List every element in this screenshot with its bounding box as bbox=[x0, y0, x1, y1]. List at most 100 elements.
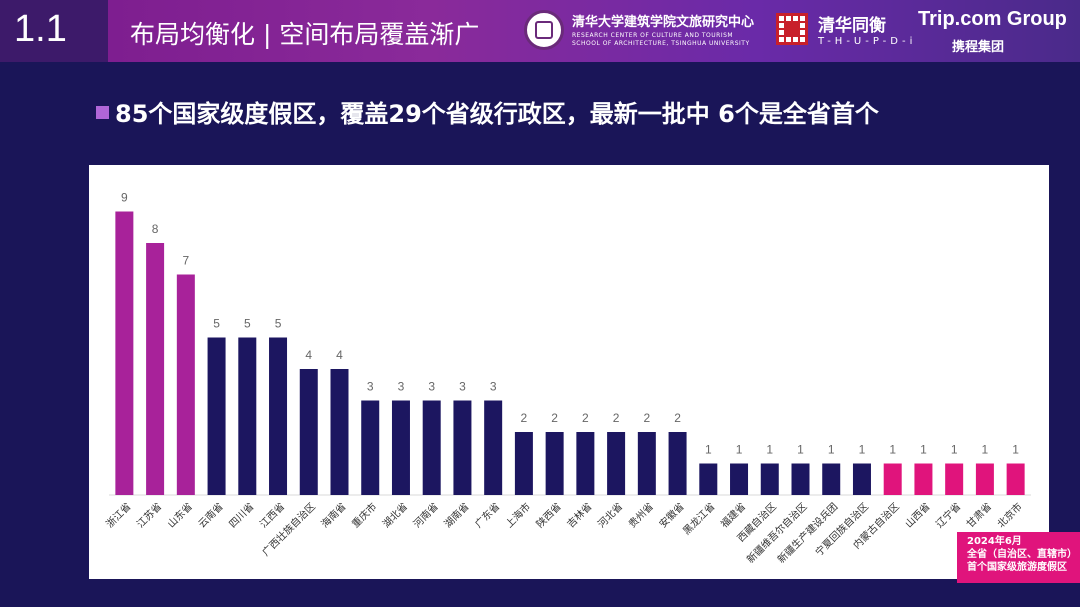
category-label: 山东省 bbox=[165, 500, 195, 530]
data-label: 2 bbox=[582, 411, 589, 425]
category-label: 河南省 bbox=[410, 500, 440, 530]
tripcom-logo-text: Trip.com Group bbox=[918, 8, 1067, 30]
section-number: 1.1 bbox=[14, 8, 67, 50]
data-label: 1 bbox=[951, 443, 958, 457]
tripcom-cn-name: 携程集团 bbox=[952, 40, 1005, 55]
headline-text: 85个国家级度假区，覆盖29个省级行政区，最新一批中 6个是全省首个 bbox=[115, 100, 879, 128]
category-label: 北京市 bbox=[994, 500, 1024, 530]
bar bbox=[975, 463, 994, 495]
data-label: 2 bbox=[521, 411, 528, 425]
bar bbox=[176, 274, 195, 495]
category-label: 辽宁省 bbox=[933, 500, 963, 530]
data-label: 3 bbox=[367, 380, 374, 394]
category-label: 贵州省 bbox=[626, 500, 656, 530]
bar bbox=[238, 337, 257, 495]
bar bbox=[914, 463, 933, 495]
category-label: 安徽省 bbox=[656, 500, 686, 530]
data-label: 1 bbox=[920, 443, 927, 457]
bar-chart: 9 浙江省 8 江苏省 7 山东省 5 云南省 5 四川省 5 江西省 4 广西壮族自治区 4 海南省 3 重庆市… bbox=[103, 191, 1031, 566]
category-label: 河北省 bbox=[595, 500, 625, 530]
category-label: 黑龙江省 bbox=[680, 500, 717, 537]
bar bbox=[115, 211, 134, 495]
category-label: 吉林省 bbox=[564, 500, 594, 530]
bar bbox=[146, 243, 165, 495]
category-label: 湖北省 bbox=[380, 500, 410, 530]
annotation-box: 2024年6月 全省（自治区、直辖市） 首个国家级旅游度假区 bbox=[957, 532, 1080, 583]
annotation-line3: 首个国家级旅游度假区 bbox=[967, 562, 1067, 573]
data-label: 1 bbox=[859, 443, 866, 457]
bar bbox=[330, 369, 349, 495]
category-label: 浙江省 bbox=[103, 500, 133, 530]
bar bbox=[484, 400, 503, 495]
bar bbox=[207, 337, 226, 495]
bar bbox=[1006, 463, 1025, 495]
category-label: 海南省 bbox=[318, 500, 348, 530]
annotation-line2: 全省（自治区、直辖市） bbox=[967, 549, 1077, 560]
section-title: 布局均衡化 | 空间布局覆盖渐广 bbox=[130, 20, 480, 49]
bar bbox=[514, 432, 533, 495]
data-label: 2 bbox=[643, 411, 650, 425]
bullet-square-icon bbox=[96, 105, 109, 119]
category-label: 福建省 bbox=[718, 500, 748, 530]
tsinghua-center-name: 清华大学建筑学院文旅研究中心 bbox=[572, 15, 755, 30]
thupdi-en: T-H-U-P-D-i bbox=[818, 36, 917, 47]
bar bbox=[422, 400, 441, 495]
category-label: 广东省 bbox=[472, 500, 502, 530]
chart-panel: 9 浙江省 8 江苏省 7 山东省 5 云南省 5 四川省 5 江西省 4 广西壮族自治区 4 海南省 3 重庆市… bbox=[89, 165, 1080, 583]
bar bbox=[883, 463, 902, 495]
bar bbox=[668, 432, 687, 495]
data-label: 1 bbox=[889, 443, 896, 457]
section-number-box: 1.1 bbox=[0, 0, 108, 62]
data-label: 3 bbox=[490, 380, 497, 394]
bar bbox=[391, 400, 410, 495]
bar bbox=[545, 432, 564, 495]
data-label: 1 bbox=[797, 443, 804, 457]
bar bbox=[699, 463, 718, 495]
data-label: 2 bbox=[613, 411, 620, 425]
data-label: 8 bbox=[152, 222, 159, 236]
data-label: 2 bbox=[551, 411, 558, 425]
bar bbox=[945, 463, 964, 495]
data-label: 2 bbox=[674, 411, 681, 425]
bar bbox=[607, 432, 626, 495]
bar bbox=[576, 432, 595, 495]
category-label: 山西省 bbox=[902, 500, 932, 530]
category-label: 陕西省 bbox=[533, 500, 563, 530]
thupdi-logo-icon bbox=[776, 13, 808, 45]
tsinghua-center-en-line2: SCHOOL OF ARCHITECTURE, TSINGHUA UNIVERS… bbox=[572, 40, 750, 47]
category-label: 湖南省 bbox=[441, 500, 471, 530]
data-label: 1 bbox=[705, 443, 712, 457]
data-label: 1 bbox=[736, 443, 743, 457]
data-label: 1 bbox=[766, 443, 773, 457]
category-label: 江西省 bbox=[257, 500, 287, 530]
bar bbox=[299, 369, 318, 495]
thupdi-name: 清华同衡 bbox=[818, 16, 886, 36]
category-label: 江苏省 bbox=[134, 500, 164, 530]
data-label: 1 bbox=[1012, 443, 1019, 457]
bar bbox=[760, 463, 779, 495]
category-label: 上海市 bbox=[503, 500, 533, 530]
bar bbox=[361, 400, 380, 495]
bar bbox=[852, 463, 871, 495]
category-label: 甘肃省 bbox=[964, 500, 994, 530]
data-label: 5 bbox=[244, 317, 251, 331]
data-label: 5 bbox=[275, 317, 282, 331]
category-label: 重庆市 bbox=[349, 500, 379, 530]
data-label: 1 bbox=[982, 443, 989, 457]
bar bbox=[730, 463, 749, 495]
annotation-line1: 2024年6月 bbox=[967, 536, 1022, 547]
data-label: 3 bbox=[459, 380, 466, 394]
bar bbox=[822, 463, 841, 495]
bar bbox=[791, 463, 810, 495]
data-label: 1 bbox=[828, 443, 835, 457]
header-bar: 1.1 布局均衡化 | 空间布局覆盖渐广 清华大学建筑学院文旅研究中心 RESE… bbox=[0, 0, 1080, 62]
data-label: 4 bbox=[336, 348, 343, 362]
data-label: 5 bbox=[213, 317, 220, 331]
data-label: 9 bbox=[121, 191, 128, 205]
data-label: 4 bbox=[305, 348, 312, 362]
category-label: 四川省 bbox=[226, 500, 256, 530]
bar bbox=[453, 400, 472, 495]
category-label: 广西壮族自治区 bbox=[259, 500, 318, 559]
tsinghua-seal-logo-icon bbox=[524, 10, 564, 50]
tsinghua-center-en-line1: RESEARCH CENTER OF CULTURE AND TOURISM bbox=[572, 32, 734, 39]
